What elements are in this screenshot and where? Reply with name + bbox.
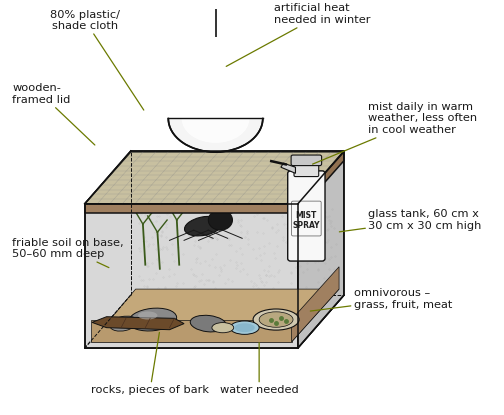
FancyBboxPatch shape [203, 76, 229, 92]
Polygon shape [85, 204, 298, 213]
Ellipse shape [234, 323, 255, 332]
Polygon shape [85, 204, 298, 348]
FancyBboxPatch shape [291, 155, 322, 166]
Ellipse shape [181, 94, 249, 143]
Polygon shape [281, 163, 295, 173]
Ellipse shape [138, 311, 157, 320]
Text: glass tank, 60 cm x
30 cm x 30 cm high: glass tank, 60 cm x 30 cm x 30 cm high [339, 209, 481, 232]
Text: 80% plastic/
shade cloth: 80% plastic/ shade cloth [50, 10, 144, 110]
Text: MIST
SPRAY: MIST SPRAY [293, 210, 320, 230]
Polygon shape [85, 152, 344, 204]
Polygon shape [92, 317, 184, 330]
Text: omnivorous –
grass, fruit, meat: omnivorous – grass, fruit, meat [310, 288, 452, 311]
FancyBboxPatch shape [288, 171, 325, 261]
Ellipse shape [168, 85, 263, 152]
Text: rocks, pieces of bark: rocks, pieces of bark [91, 332, 209, 395]
FancyBboxPatch shape [294, 163, 319, 176]
Bar [157, 37, 274, 119]
Ellipse shape [129, 308, 176, 331]
Polygon shape [298, 152, 344, 213]
Polygon shape [298, 151, 344, 348]
Text: wooden-
framed lid: wooden- framed lid [12, 83, 95, 145]
Text: water needed: water needed [220, 343, 298, 395]
Polygon shape [85, 295, 344, 348]
Ellipse shape [184, 216, 222, 236]
Polygon shape [91, 289, 339, 342]
Circle shape [208, 210, 232, 230]
Polygon shape [292, 267, 339, 342]
Ellipse shape [190, 315, 226, 332]
Ellipse shape [110, 316, 137, 331]
Text: mist daily in warm
weather, less often
in cool weather: mist daily in warm weather, less often i… [312, 102, 477, 164]
Ellipse shape [259, 312, 293, 327]
Text: artificial heat
needed in winter: artificial heat needed in winter [226, 3, 370, 66]
Ellipse shape [212, 322, 234, 333]
Polygon shape [91, 320, 292, 342]
Ellipse shape [230, 321, 259, 334]
Text: friable soil on base,
50–60 mm deep: friable soil on base, 50–60 mm deep [12, 238, 124, 268]
Ellipse shape [253, 309, 299, 330]
